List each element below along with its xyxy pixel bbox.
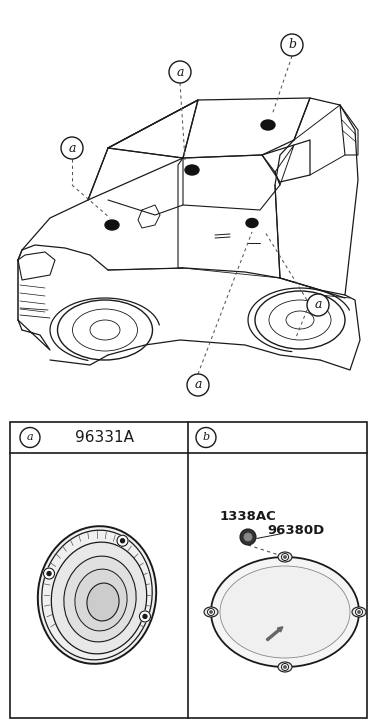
Ellipse shape xyxy=(278,552,292,562)
Ellipse shape xyxy=(246,219,258,228)
Ellipse shape xyxy=(38,526,156,664)
Circle shape xyxy=(240,529,256,545)
Circle shape xyxy=(307,294,329,316)
Ellipse shape xyxy=(87,583,119,621)
Circle shape xyxy=(282,664,288,670)
Text: a: a xyxy=(176,65,184,79)
Bar xyxy=(10,422,367,718)
Ellipse shape xyxy=(211,557,359,667)
Circle shape xyxy=(207,608,215,616)
Ellipse shape xyxy=(204,607,218,617)
Text: a: a xyxy=(68,142,76,155)
Ellipse shape xyxy=(51,542,147,654)
Circle shape xyxy=(43,568,55,579)
Circle shape xyxy=(47,571,51,576)
Circle shape xyxy=(244,533,252,541)
Circle shape xyxy=(356,608,363,616)
Ellipse shape xyxy=(64,556,136,642)
Text: b: b xyxy=(202,433,210,443)
Circle shape xyxy=(143,614,147,619)
Circle shape xyxy=(139,611,150,622)
Circle shape xyxy=(281,34,303,56)
Circle shape xyxy=(210,611,212,613)
Text: a: a xyxy=(27,433,33,443)
Circle shape xyxy=(169,61,191,83)
Text: a: a xyxy=(194,379,202,392)
Ellipse shape xyxy=(278,662,292,672)
Text: 1338AC: 1338AC xyxy=(220,510,276,523)
Circle shape xyxy=(358,611,360,613)
Ellipse shape xyxy=(185,165,199,175)
Circle shape xyxy=(187,374,209,396)
Circle shape xyxy=(61,137,83,159)
Text: a: a xyxy=(314,299,322,311)
Circle shape xyxy=(282,553,288,561)
Ellipse shape xyxy=(261,120,275,130)
Text: b: b xyxy=(288,39,296,52)
Circle shape xyxy=(20,427,40,448)
Ellipse shape xyxy=(105,220,119,230)
Ellipse shape xyxy=(220,566,350,658)
Circle shape xyxy=(121,539,124,543)
Text: 96380D: 96380D xyxy=(267,523,325,537)
Circle shape xyxy=(196,427,216,448)
FancyArrow shape xyxy=(267,627,283,640)
Text: 96331A: 96331A xyxy=(75,430,133,445)
Ellipse shape xyxy=(352,607,366,617)
Circle shape xyxy=(284,556,286,558)
Circle shape xyxy=(284,666,286,668)
Circle shape xyxy=(117,535,128,546)
Ellipse shape xyxy=(75,569,127,631)
